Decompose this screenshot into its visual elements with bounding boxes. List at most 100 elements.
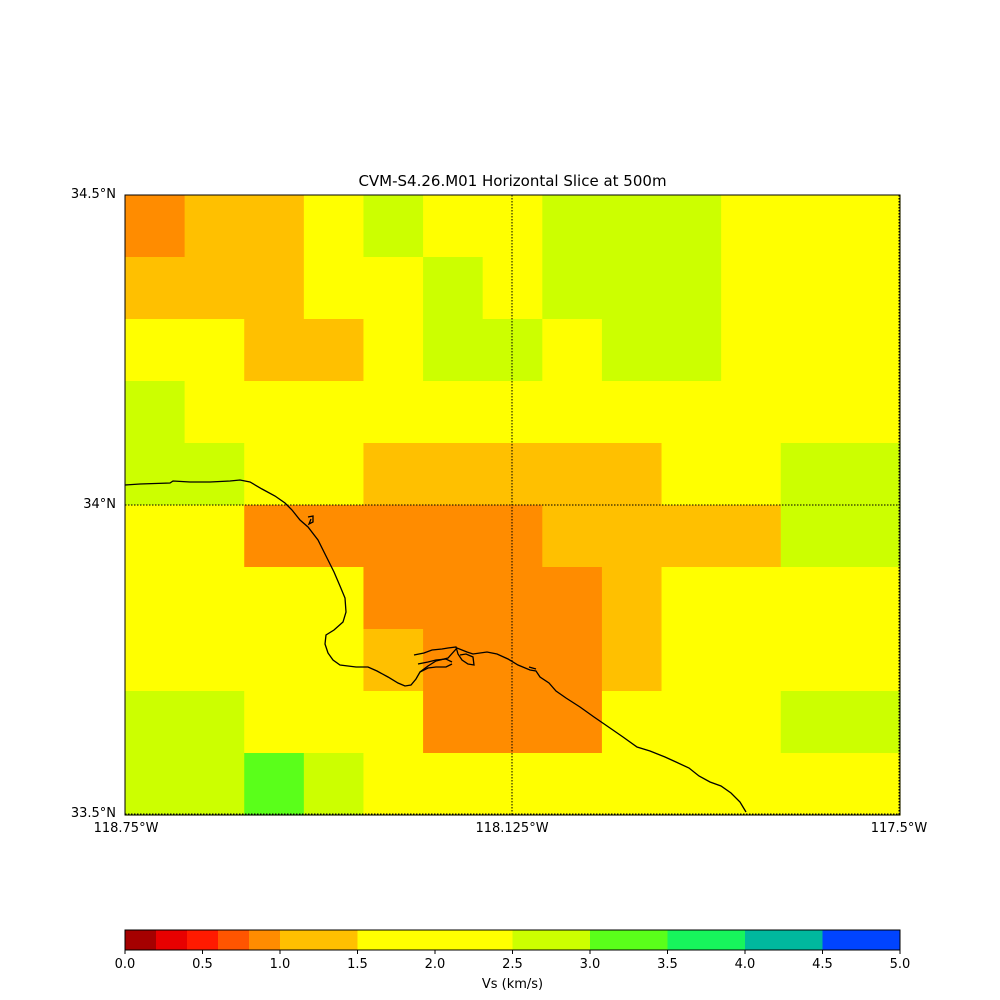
grid-cell xyxy=(303,443,365,506)
grid-cell xyxy=(601,629,663,692)
grid-cell xyxy=(542,567,603,630)
grid-cell xyxy=(601,505,663,568)
grid-cell xyxy=(363,567,424,630)
grid-cell xyxy=(423,443,484,506)
grid-cell xyxy=(721,381,782,444)
grid-cell xyxy=(363,319,424,382)
grid-cell xyxy=(840,753,901,816)
grid-cell xyxy=(542,195,603,258)
map-frame xyxy=(124,194,901,816)
grid-cell xyxy=(482,691,543,754)
grid-cell xyxy=(721,567,782,630)
grid-cell xyxy=(840,443,901,506)
grid-cell xyxy=(542,257,603,320)
grid-cell xyxy=(601,753,663,816)
grid-cell xyxy=(244,319,305,382)
grid-cell xyxy=(840,195,901,258)
grid-cell xyxy=(303,505,365,568)
grid-cell xyxy=(482,381,543,444)
grid-cell xyxy=(661,381,722,444)
colorbar-tick-label: 4.5 xyxy=(812,957,833,972)
grid-cell xyxy=(601,257,663,320)
lon-label-mid: 118.125°W xyxy=(475,821,549,836)
grid-cell xyxy=(542,691,603,754)
grid-cell xyxy=(244,753,305,816)
grid-cell xyxy=(303,381,365,444)
grid-cell xyxy=(840,319,901,382)
grid-cell xyxy=(363,753,424,816)
grid-cell xyxy=(125,691,186,754)
grid-cell xyxy=(721,443,782,506)
grid-cell xyxy=(661,505,722,568)
grid-cell xyxy=(780,195,841,258)
grid-cell xyxy=(601,319,663,382)
grid-cell xyxy=(423,629,484,692)
grid-cell xyxy=(423,691,484,754)
grid-cell xyxy=(244,195,305,258)
grid-cell xyxy=(423,381,484,444)
colorbar-tick-label: 0.5 xyxy=(192,957,213,972)
grid-cell xyxy=(125,319,186,382)
grid-cell xyxy=(661,257,722,320)
grid-cell xyxy=(482,319,543,382)
grid-cell xyxy=(661,319,722,382)
grid-cell xyxy=(303,691,365,754)
grid-cell xyxy=(780,257,841,320)
grid-cell xyxy=(303,567,365,630)
colorbar-tick-label: 0.0 xyxy=(114,957,136,972)
grid-cell xyxy=(780,319,841,382)
grid-cell xyxy=(423,567,484,630)
grid-cell xyxy=(542,629,603,692)
colorbar-tick-label: 2.0 xyxy=(424,957,446,972)
grid-cell xyxy=(780,567,841,630)
grid-cell xyxy=(363,629,424,692)
grid-cell xyxy=(780,505,841,568)
grid-cell xyxy=(244,567,305,630)
grid-cell xyxy=(423,505,484,568)
grid-cell xyxy=(661,753,722,816)
grid-cell xyxy=(542,443,603,506)
grid-cell xyxy=(363,691,424,754)
grid-cell xyxy=(780,629,841,692)
grid-cell xyxy=(244,629,305,692)
grid-cell xyxy=(125,443,186,506)
grid-cell xyxy=(601,443,663,506)
grid-cell xyxy=(601,567,663,630)
grid-cell xyxy=(482,443,543,506)
colorbar-tick-label: 5.0 xyxy=(889,957,911,972)
grid-cell xyxy=(125,567,186,630)
grid-cell xyxy=(780,753,841,816)
grid-cell xyxy=(780,691,841,754)
grid-cell xyxy=(840,567,901,630)
grid-cell xyxy=(363,257,424,320)
grid-cell xyxy=(840,257,901,320)
grid-cell xyxy=(482,257,543,320)
grid-cell xyxy=(661,691,722,754)
grid-cell xyxy=(482,195,543,258)
grid-cell xyxy=(721,753,782,816)
colorbar-tick-label: 4.0 xyxy=(734,957,756,972)
grid-cell xyxy=(721,319,782,382)
grid-cell xyxy=(423,753,484,816)
grid-cell xyxy=(184,257,245,320)
grid-cell xyxy=(840,505,901,568)
grid-cell xyxy=(840,381,901,444)
grid-cell xyxy=(423,319,484,382)
lon-label-right: 117.5°W xyxy=(870,821,928,836)
grid-cell xyxy=(661,195,722,258)
colorbar-label: Vs (km/s) xyxy=(481,977,544,992)
grid-cell xyxy=(482,753,543,816)
grid-cell xyxy=(184,319,245,382)
colorbar-tick-label: 3.0 xyxy=(579,957,601,972)
grid-cell xyxy=(423,257,484,320)
grid-cell xyxy=(184,629,245,692)
grid-cell xyxy=(303,319,365,382)
grid-cell xyxy=(423,195,484,258)
grid-cell xyxy=(661,629,722,692)
grid-cell xyxy=(244,691,305,754)
colorbar-tick-label: 1.0 xyxy=(269,957,291,972)
grid-cell xyxy=(244,381,305,444)
lat-label-top: 34.5°N xyxy=(70,187,116,202)
grid-cell xyxy=(601,381,663,444)
grid-cell xyxy=(482,505,543,568)
